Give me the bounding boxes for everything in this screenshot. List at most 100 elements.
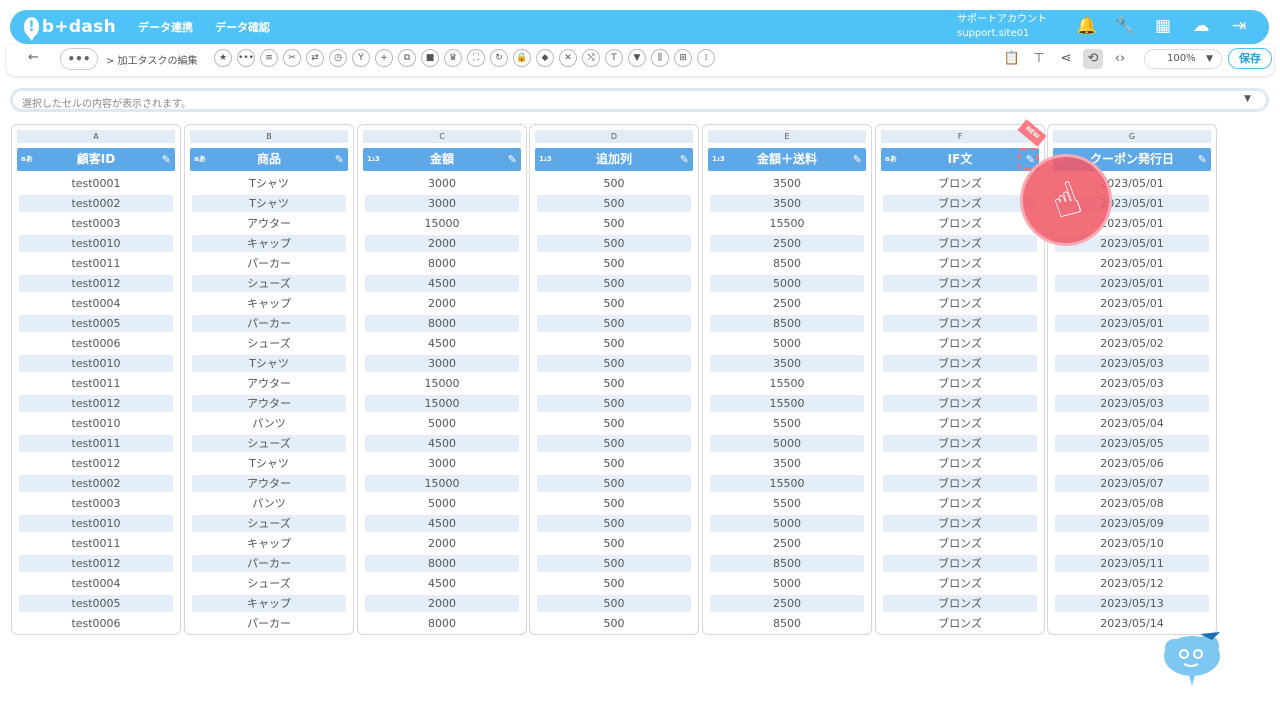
branch-icon[interactable]: Y <box>352 49 370 67</box>
expand-icon[interactable]: ⛶ <box>467 49 485 67</box>
bell-icon[interactable]: 🔔 <box>1076 16 1098 36</box>
zoom-select[interactable]: 100% ▼ <box>1144 49 1222 69</box>
table-cell[interactable]: test0005 <box>19 315 173 332</box>
table-cell[interactable]: 500 <box>603 617 625 630</box>
table-cell[interactable]: 3500 <box>773 177 801 190</box>
more-menu-button[interactable]: ••• <box>60 48 98 70</box>
table-cell[interactable]: 3000 <box>365 355 519 372</box>
table-cell[interactable]: 15000 <box>365 475 519 492</box>
table-cell[interactable]: 5000 <box>710 515 864 532</box>
table-cell[interactable]: 5500 <box>773 417 801 430</box>
table-cell[interactable]: test0003 <box>71 217 121 230</box>
table-cell[interactable]: test0006 <box>71 617 121 630</box>
flow-icon[interactable]: ⊤ <box>1033 51 1045 66</box>
table-cell[interactable]: test0010 <box>19 235 173 252</box>
table-cell[interactable]: 500 <box>537 395 691 412</box>
app-logo[interactable]: ! b+dash <box>24 17 116 41</box>
filter-icon[interactable]: ▼ <box>628 49 646 67</box>
column-letter[interactable]: F <box>881 130 1039 143</box>
table-cell[interactable]: ブロンズ <box>938 177 982 190</box>
pencil-icon[interactable]: ✎ <box>852 153 862 166</box>
table-cell[interactable]: 8500 <box>710 315 864 332</box>
table-cell[interactable]: ブロンズ <box>883 195 1037 212</box>
table-cell[interactable]: キャップ <box>192 235 346 252</box>
tools-icon[interactable]: ✂ <box>283 49 301 67</box>
nav-data-check[interactable]: データ確認 <box>215 21 270 34</box>
table-cell[interactable]: test0002 <box>19 195 173 212</box>
table-cell[interactable]: test0006 <box>71 337 121 350</box>
table-cell[interactable]: test0004 <box>71 577 121 590</box>
table-cell[interactable]: Tシャツ <box>249 457 289 470</box>
table-cell[interactable]: 8000 <box>365 315 519 332</box>
table-cell[interactable]: パーカー <box>247 617 291 630</box>
table-cell[interactable]: ブロンズ <box>883 435 1037 452</box>
table-cell[interactable]: 8500 <box>773 257 801 270</box>
delete-icon[interactable]: ■ <box>421 49 439 67</box>
table-cell[interactable]: シューズ <box>247 577 291 590</box>
table-cell[interactable]: 3000 <box>428 177 456 190</box>
table-cell[interactable]: 15500 <box>769 217 805 230</box>
table-cell[interactable]: Tシャツ <box>192 195 346 212</box>
table-cell[interactable]: Tシャツ <box>192 355 346 372</box>
more-icon[interactable]: ••• <box>237 49 255 67</box>
table-cell[interactable]: 2023/05/05 <box>1055 435 1209 452</box>
table-cell[interactable]: ブロンズ <box>938 377 982 390</box>
table-cell[interactable]: 5500 <box>773 497 801 510</box>
table-cell[interactable]: 2023/05/11 <box>1055 555 1209 572</box>
package-icon[interactable]: ◆ <box>536 49 554 67</box>
chevron-down-icon[interactable]: ▼ <box>1244 94 1251 104</box>
table-cell[interactable]: 500 <box>603 497 625 510</box>
table-cell[interactable]: 15000 <box>424 217 460 230</box>
table-cell[interactable]: 2023/05/03 <box>1100 377 1164 390</box>
table-cell[interactable]: 2500 <box>710 235 864 252</box>
table-cell[interactable]: ブロンズ <box>883 235 1037 252</box>
table-cell[interactable]: シューズ <box>247 337 291 350</box>
share-icon[interactable]: ⋖ <box>1060 51 1072 66</box>
columns-icon[interactable]: ⁞ <box>697 49 715 67</box>
pencil-icon[interactable]: ✎ <box>161 153 171 166</box>
table-cell[interactable]: 2023/05/13 <box>1055 595 1209 612</box>
list-icon[interactable]: ≡ <box>260 49 278 67</box>
back-arrow-icon[interactable]: ← <box>28 50 39 65</box>
table-cell[interactable]: ブロンズ <box>883 355 1037 372</box>
shuffle-icon[interactable]: ⤭ <box>582 49 600 67</box>
table-cell[interactable]: 2023/05/01 <box>1100 297 1164 310</box>
wrench-icon[interactable]: 🔧 <box>1114 16 1136 36</box>
table-cell[interactable]: 5000 <box>773 337 801 350</box>
table-cell[interactable]: 3500 <box>710 355 864 372</box>
code-icon[interactable]: ‹› <box>1114 51 1126 66</box>
table-cell[interactable]: 2000 <box>365 595 519 612</box>
table-cell[interactable]: 5000 <box>710 435 864 452</box>
column-letter[interactable]: E <box>708 130 866 143</box>
table-cell[interactable]: 500 <box>537 435 691 452</box>
refresh-icon[interactable]: ⟲ <box>1083 49 1103 69</box>
mascot-icon[interactable] <box>1162 628 1224 686</box>
table-cell[interactable]: 2023/05/08 <box>1100 497 1164 510</box>
table-cell[interactable]: 2023/05/07 <box>1055 475 1209 492</box>
table-cell[interactable]: 3500 <box>710 195 864 212</box>
table-cell[interactable]: test0004 <box>71 297 121 310</box>
cell-content-bar[interactable]: 選択したセルの内容が表示されます。 ▼ <box>10 88 1269 112</box>
save-button[interactable]: 保存 <box>1228 48 1272 69</box>
pencil-icon[interactable]: ✎ <box>679 153 689 166</box>
table-cell[interactable]: 500 <box>603 297 625 310</box>
grid-icon[interactable]: ⊞ <box>674 49 692 67</box>
table-cell[interactable]: test0001 <box>71 177 121 190</box>
column-letter[interactable]: D <box>535 130 693 143</box>
clipboard-icon[interactable]: 📋 <box>1003 51 1021 66</box>
table-cell[interactable]: ブロンズ <box>883 275 1037 292</box>
table-cell[interactable]: 4500 <box>365 435 519 452</box>
crown-icon[interactable]: ♛ <box>444 49 462 67</box>
table-cell[interactable]: 4500 <box>365 275 519 292</box>
table-cell[interactable]: 500 <box>603 177 625 190</box>
table-cell[interactable]: 5000 <box>428 417 456 430</box>
table-cell[interactable]: ブロンズ <box>938 537 982 550</box>
table-cell[interactable]: ブロンズ <box>883 475 1037 492</box>
copy-icon[interactable]: ⧉ <box>398 49 416 67</box>
column-header[interactable]: 1₂3 追加列 ✎ <box>535 148 693 171</box>
table-cell[interactable]: 15000 <box>365 395 519 412</box>
table-cell[interactable]: ブロンズ <box>938 417 982 430</box>
table-cell[interactable]: test0010 <box>71 417 121 430</box>
text-icon[interactable]: T <box>605 49 623 67</box>
table-cell[interactable]: 4500 <box>428 337 456 350</box>
